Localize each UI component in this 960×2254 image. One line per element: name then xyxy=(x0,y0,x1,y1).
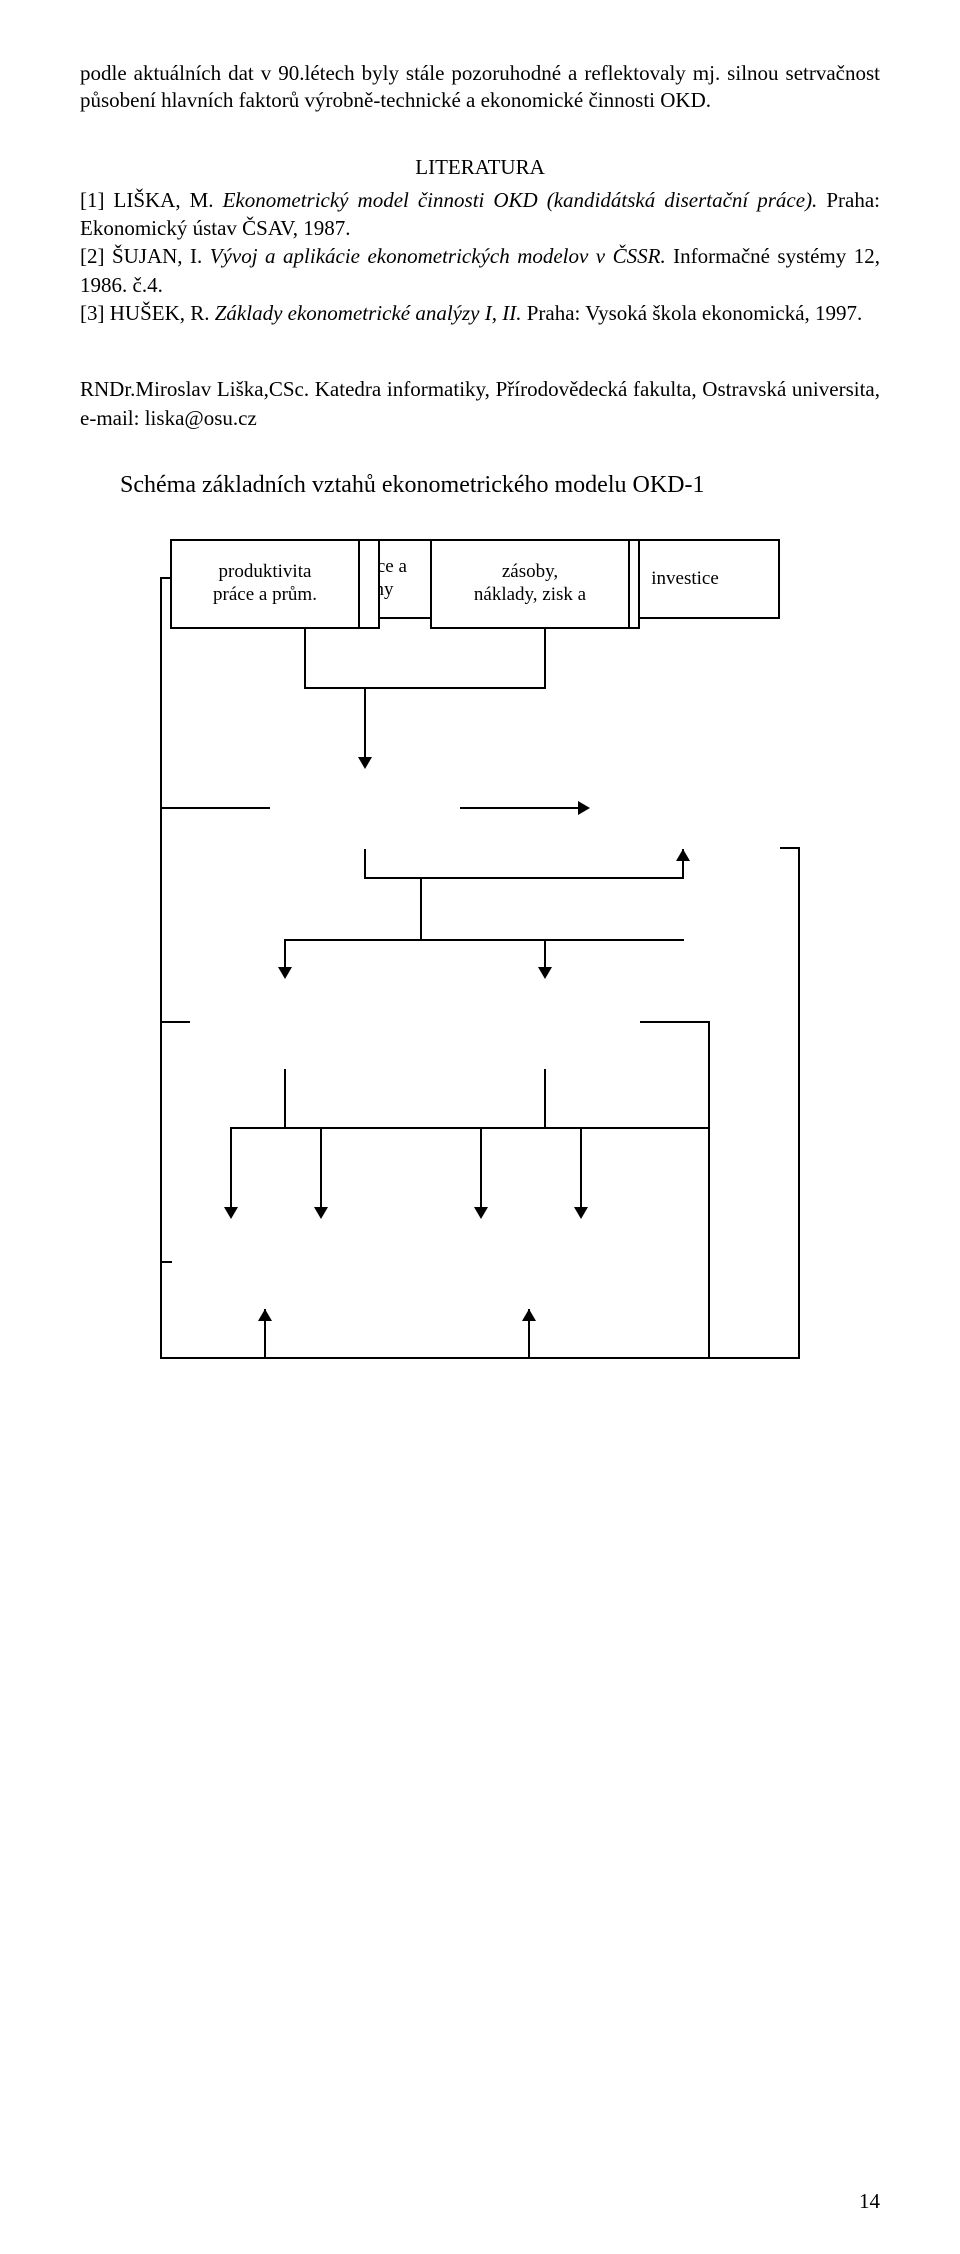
edge-line xyxy=(304,687,546,689)
edge-line xyxy=(780,847,800,849)
edge-line xyxy=(284,1069,286,1129)
edge-line xyxy=(480,1127,482,1207)
node-produktivita: produktivitapráce a prům. xyxy=(170,539,360,629)
ref1-title: Ekonometrický model činnosti OKD (kandid… xyxy=(223,188,818,212)
edge-line xyxy=(160,1357,800,1359)
edge-line xyxy=(160,807,270,809)
edge-line xyxy=(580,1127,582,1207)
edge-line xyxy=(460,807,578,809)
edge-line xyxy=(364,687,366,757)
arrow-up-icon xyxy=(676,849,690,861)
edge-line xyxy=(708,1021,710,1359)
reference-item-2: [2] ŠUJAN, I. Vývoj a aplikácie ekonomet… xyxy=(80,242,880,299)
arrow-up-icon xyxy=(522,1309,536,1321)
edge-line xyxy=(320,1127,322,1207)
edge-line xyxy=(284,939,286,969)
edge-line xyxy=(798,847,800,1359)
edge-line xyxy=(364,877,684,879)
edge-line xyxy=(160,1021,190,1023)
ref3-suffix: Praha: Vysoká škola ekonomická, 1997. xyxy=(521,301,862,325)
arrow-down-icon xyxy=(538,967,552,979)
arrow-down-icon xyxy=(314,1207,328,1219)
edge-line xyxy=(544,939,546,969)
ref3-title: Základy ekonometrické analýzy I, II. xyxy=(215,301,522,325)
edge-line xyxy=(364,849,366,879)
edge-line xyxy=(230,1127,710,1129)
literature-heading: LITERATURA xyxy=(80,155,880,180)
edge-line xyxy=(544,619,546,689)
edge-line xyxy=(420,877,422,939)
edge-line xyxy=(304,619,306,689)
intro-paragraph: podle aktuálních dat v 90.létech byly st… xyxy=(80,60,880,115)
node-zasoby-naklady: zásoby,náklady, zisk a xyxy=(430,539,630,629)
author-info: RNDr.Miroslav Liška,CSc. Katedra informa… xyxy=(80,375,880,432)
arrow-down-icon xyxy=(224,1207,238,1219)
edge-line xyxy=(544,1069,546,1129)
arrow-up-icon xyxy=(258,1309,272,1321)
econometric-model-diagram: pracovníci základníprostředky produkce a… xyxy=(120,539,840,1579)
arrow-right-icon xyxy=(578,801,590,815)
edge-line xyxy=(160,1261,172,1263)
arrow-down-icon xyxy=(278,967,292,979)
arrow-down-icon xyxy=(358,757,372,769)
edge-line xyxy=(160,577,162,1357)
ref1-prefix: [1] LIŠKA, M. xyxy=(80,188,223,212)
reference-item-1: [1] LIŠKA, M. Ekonometrický model činnos… xyxy=(80,186,880,243)
schema-title: Schéma základních vztahů ekonometrického… xyxy=(120,472,880,499)
arrow-down-icon xyxy=(574,1207,588,1219)
edge-line xyxy=(284,939,684,941)
page-number: 14 xyxy=(859,2189,880,2214)
ref2-title: Vývoj a aplikácie ekonometrických modelo… xyxy=(210,244,666,268)
edge-line xyxy=(640,1021,710,1023)
reference-item-3: [3] HUŠEK, R. Základy ekonometrické anal… xyxy=(80,299,880,327)
arrow-down-icon xyxy=(474,1207,488,1219)
ref3-prefix: [3] HUŠEK, R. xyxy=(80,301,215,325)
ref2-prefix: [2] ŠUJAN, I. xyxy=(80,244,210,268)
edge-line xyxy=(230,1127,232,1207)
